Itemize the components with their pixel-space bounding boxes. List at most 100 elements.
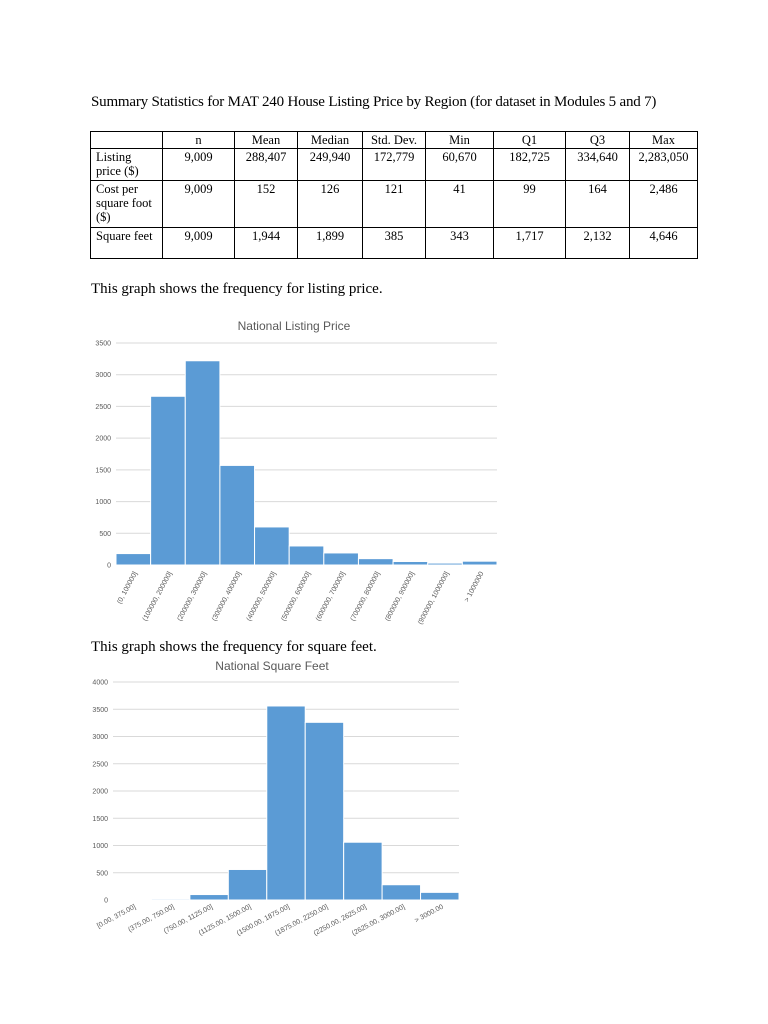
y-tick-label: 0 [104, 898, 108, 905]
table-header-cell: Min [425, 131, 494, 149]
y-tick-label: 0 [107, 563, 111, 570]
y-tick-label: 2500 [92, 761, 108, 768]
chart-title: National Listing Price [238, 319, 351, 333]
histogram-bar [254, 526, 290, 566]
y-tick-label: 2000 [92, 789, 108, 796]
histogram-bar [150, 898, 191, 901]
table-header-row: n Mean Median Std. Dev. Min Q1 Q3 Max [90, 131, 698, 149]
x-tick-label: (2250.00, 2625.00] [313, 904, 368, 938]
table-cell: 1,717 [493, 227, 566, 259]
table-cell: 1,899 [297, 227, 363, 259]
y-tick-label: 1500 [92, 816, 108, 823]
y-tick-label: 3500 [92, 707, 108, 714]
table-cell: 152 [234, 180, 298, 228]
histogram-bar [420, 891, 460, 901]
histogram-bar [219, 464, 256, 566]
table-cell: 182,725 [493, 148, 566, 181]
y-tick-label: 3000 [95, 372, 111, 379]
table-cell: 172,779 [362, 148, 426, 181]
x-tick-label: (0, 100000] [116, 571, 139, 606]
table-header-cell [90, 131, 163, 149]
histogram-bar [381, 884, 422, 901]
table-cell: 288,407 [234, 148, 298, 181]
table-cell: 1,944 [234, 227, 298, 259]
row-label: Listing price ($) [90, 148, 163, 181]
x-tick-label: (100000, 200000] [142, 571, 174, 623]
table-cell: 9,009 [162, 148, 235, 181]
table-header-cell: n [162, 131, 235, 149]
table-header-cell: Max [629, 131, 698, 149]
table-cell: 385 [362, 227, 426, 259]
table-row: Square feet 9,009 1,944 1,899 385 343 1,… [90, 227, 698, 259]
y-tick-label: 1000 [92, 843, 108, 850]
table-header-cell: Q3 [565, 131, 630, 149]
table-header-cell: Std. Dev. [362, 131, 426, 149]
row-label: Square feet [90, 227, 163, 259]
chart-title: National Square Feet [215, 659, 329, 673]
table-cell: 121 [362, 180, 426, 228]
x-tick-label: (375.00, 750.00] [127, 904, 175, 934]
x-tick-label: (400000, 500000] [246, 571, 278, 623]
histogram-bar [227, 868, 268, 901]
x-tick-label: (300000, 400000] [211, 571, 243, 623]
table-row: Cost per square foot ($) 9,009 152 126 1… [90, 180, 698, 228]
histogram-bar [150, 395, 186, 566]
table-cell: 41 [425, 180, 494, 228]
table-cell: 249,940 [297, 148, 363, 181]
y-tick-label: 4000 [92, 680, 108, 687]
histogram-bar [323, 552, 359, 566]
x-tick-label: [0.00, 375.00] [96, 904, 137, 930]
table-cell: 9,009 [162, 180, 235, 228]
table-cell: 164 [565, 180, 630, 228]
document-heading: Summary Statistics for MAT 240 House Lis… [91, 94, 657, 110]
table-cell: 334,640 [565, 148, 630, 181]
x-tick-label: (1875.00, 2250.00] [274, 904, 329, 938]
y-tick-label: 3500 [95, 341, 111, 348]
x-tick-label: (800000, 900000] [384, 571, 416, 623]
y-tick-label: 2500 [95, 404, 111, 411]
table-cell: 343 [425, 227, 494, 259]
x-tick-label: (1500.00, 1875.00] [236, 904, 291, 938]
x-tick-label: (700000, 800000] [350, 571, 382, 623]
histogram-bar [115, 553, 152, 566]
x-tick-label: (600000, 700000] [315, 571, 347, 623]
x-tick-label: (900000, 1000000] [417, 571, 451, 626]
table-header-cell: Median [297, 131, 363, 149]
y-tick-label: 1000 [95, 499, 111, 506]
y-tick-label: 500 [96, 870, 108, 877]
histogram-bar [266, 705, 306, 901]
histogram-bar [427, 562, 463, 566]
table-cell: 2,283,050 [629, 148, 698, 181]
x-tick-label: (750.00, 1125.00] [163, 904, 214, 936]
histogram-bar [184, 360, 221, 566]
listing-price-caption: This graph shows the frequency for listi… [91, 281, 383, 297]
histogram-bar [189, 894, 229, 901]
x-tick-label: (500000, 600000] [280, 571, 312, 623]
histogram-bar [392, 561, 429, 566]
x-tick-label: (200000, 300000] [176, 571, 208, 623]
y-tick-label: 2000 [95, 436, 111, 443]
row-label: Cost per square foot ($) [90, 180, 163, 228]
x-tick-label: (1125.00, 1500.00] [198, 904, 253, 938]
x-tick-label: > 3000.00 [414, 904, 445, 925]
table-row: Listing price ($) 9,009 288,407 249,940 … [90, 148, 698, 181]
square-feet-caption: This graph shows the frequency for squar… [91, 639, 377, 655]
y-tick-label: 3000 [92, 734, 108, 741]
x-tick-label: > 1000000 [464, 571, 486, 604]
y-tick-label: 1500 [95, 467, 111, 474]
table-cell: 2,486 [629, 180, 698, 228]
table-cell: 126 [297, 180, 363, 228]
histogram-bar [461, 560, 498, 566]
table-header-cell: Q1 [493, 131, 566, 149]
histogram-bar [357, 558, 394, 566]
table-cell: 9,009 [162, 227, 235, 259]
table-cell: 2,132 [565, 227, 630, 259]
table-header-cell: Mean [234, 131, 298, 149]
table-cell: 99 [493, 180, 566, 228]
histogram-bar [343, 841, 383, 901]
table-cell: 60,670 [425, 148, 494, 181]
histogram-bar [288, 545, 325, 566]
table-cell: 4,646 [629, 227, 698, 259]
y-tick-label: 500 [99, 531, 111, 538]
x-tick-label: (2625.00, 3000.00] [351, 904, 406, 938]
